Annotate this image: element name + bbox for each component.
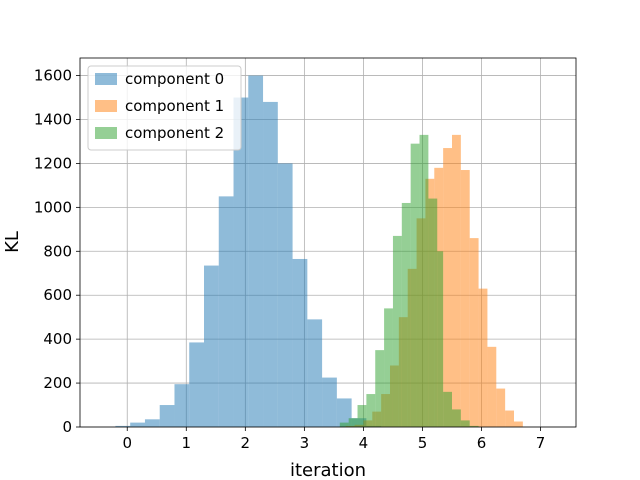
histogram-bar: [218, 196, 234, 427]
histogram-bar: [307, 319, 323, 427]
y-tick-label: 200: [43, 374, 72, 392]
y-tick-label: 1200: [34, 154, 72, 172]
histogram-bar: [419, 134, 429, 427]
y-axis-ticks: 0 200 400 600 800 1000 1200 1400 1600: [34, 67, 80, 436]
histogram-bar: [322, 377, 337, 427]
y-tick-label: 1000: [34, 198, 72, 216]
y-axis-label: KL: [2, 231, 23, 253]
histogram-bar: [478, 288, 488, 427]
y-tick-label: 1600: [34, 67, 72, 85]
histogram-bar: [401, 202, 411, 427]
x-tick-label: 4: [359, 434, 369, 452]
x-axis-ticks: 0 1 2 3 4 5 6 7: [122, 427, 545, 452]
y-tick-label: 1400: [34, 111, 72, 129]
series-0-bars: [115, 75, 382, 428]
histogram-bar: [144, 419, 160, 427]
x-tick-label: 7: [536, 434, 546, 452]
histogram-bar: [233, 97, 249, 428]
legend-label: component 1: [125, 97, 224, 115]
histogram-bar: [292, 258, 308, 427]
legend-label: component 0: [125, 70, 224, 88]
histogram-bar: [366, 394, 376, 427]
histogram-bar: [452, 409, 461, 427]
legend-box: [87, 65, 242, 151]
x-tick-label: 5: [418, 434, 428, 452]
histogram-bar: [336, 398, 352, 427]
legend: component 0 component 1 component 2: [87, 65, 242, 151]
histogram-bar: [339, 422, 349, 427]
legend-swatch: [95, 127, 117, 139]
histogram-bars: [115, 75, 523, 428]
histogram-bar: [410, 143, 420, 428]
histogram-bar: [469, 238, 479, 427]
histogram-bar: [357, 405, 367, 427]
y-tick-label: 0: [62, 418, 72, 436]
histogram-bar: [189, 342, 204, 427]
histogram-bar: [496, 388, 506, 427]
plot-frame: [79, 57, 577, 428]
histogram-bar: [348, 418, 358, 427]
legend-swatch: [95, 73, 117, 85]
histogram-bar: [460, 420, 470, 427]
histogram-bar: [460, 170, 470, 427]
histogram-bar: [443, 148, 452, 427]
histogram-bar: [115, 425, 131, 427]
y-tick-label: 800: [43, 242, 72, 260]
histogram-bar: [437, 251, 444, 427]
x-axis-label: iteration: [290, 460, 366, 480]
x-tick-label: 0: [122, 434, 132, 452]
histogram-bar: [277, 163, 293, 427]
y-tick-label: 600: [43, 286, 72, 304]
histogram-bar: [384, 308, 393, 427]
histogram-bar: [263, 101, 278, 427]
histogram-bar: [514, 421, 523, 427]
histogram-bar: [204, 265, 219, 427]
histogram-bar: [159, 405, 175, 427]
histogram-bar: [452, 134, 461, 427]
histogram-bar: [487, 346, 497, 427]
histogram-bar: [428, 198, 438, 427]
histogram-bar: [248, 75, 264, 428]
legend-label: component 2: [125, 124, 224, 142]
histogram-bar: [174, 384, 190, 427]
histogram-bar: [443, 391, 452, 427]
y-tick-label: 400: [43, 330, 72, 348]
series-2-bars: [339, 134, 479, 428]
histogram-bar: [505, 410, 514, 427]
histogram-bar: [392, 235, 402, 427]
histogram-bar: [130, 422, 145, 427]
histogram-bar: [469, 425, 479, 427]
x-tick-label: 3: [300, 434, 310, 452]
x-tick-label: 1: [182, 434, 192, 452]
histogram-bar: [375, 350, 385, 427]
x-tick-label: 6: [477, 434, 487, 452]
x-tick-label: 2: [241, 434, 251, 452]
legend-swatch: [95, 100, 117, 112]
